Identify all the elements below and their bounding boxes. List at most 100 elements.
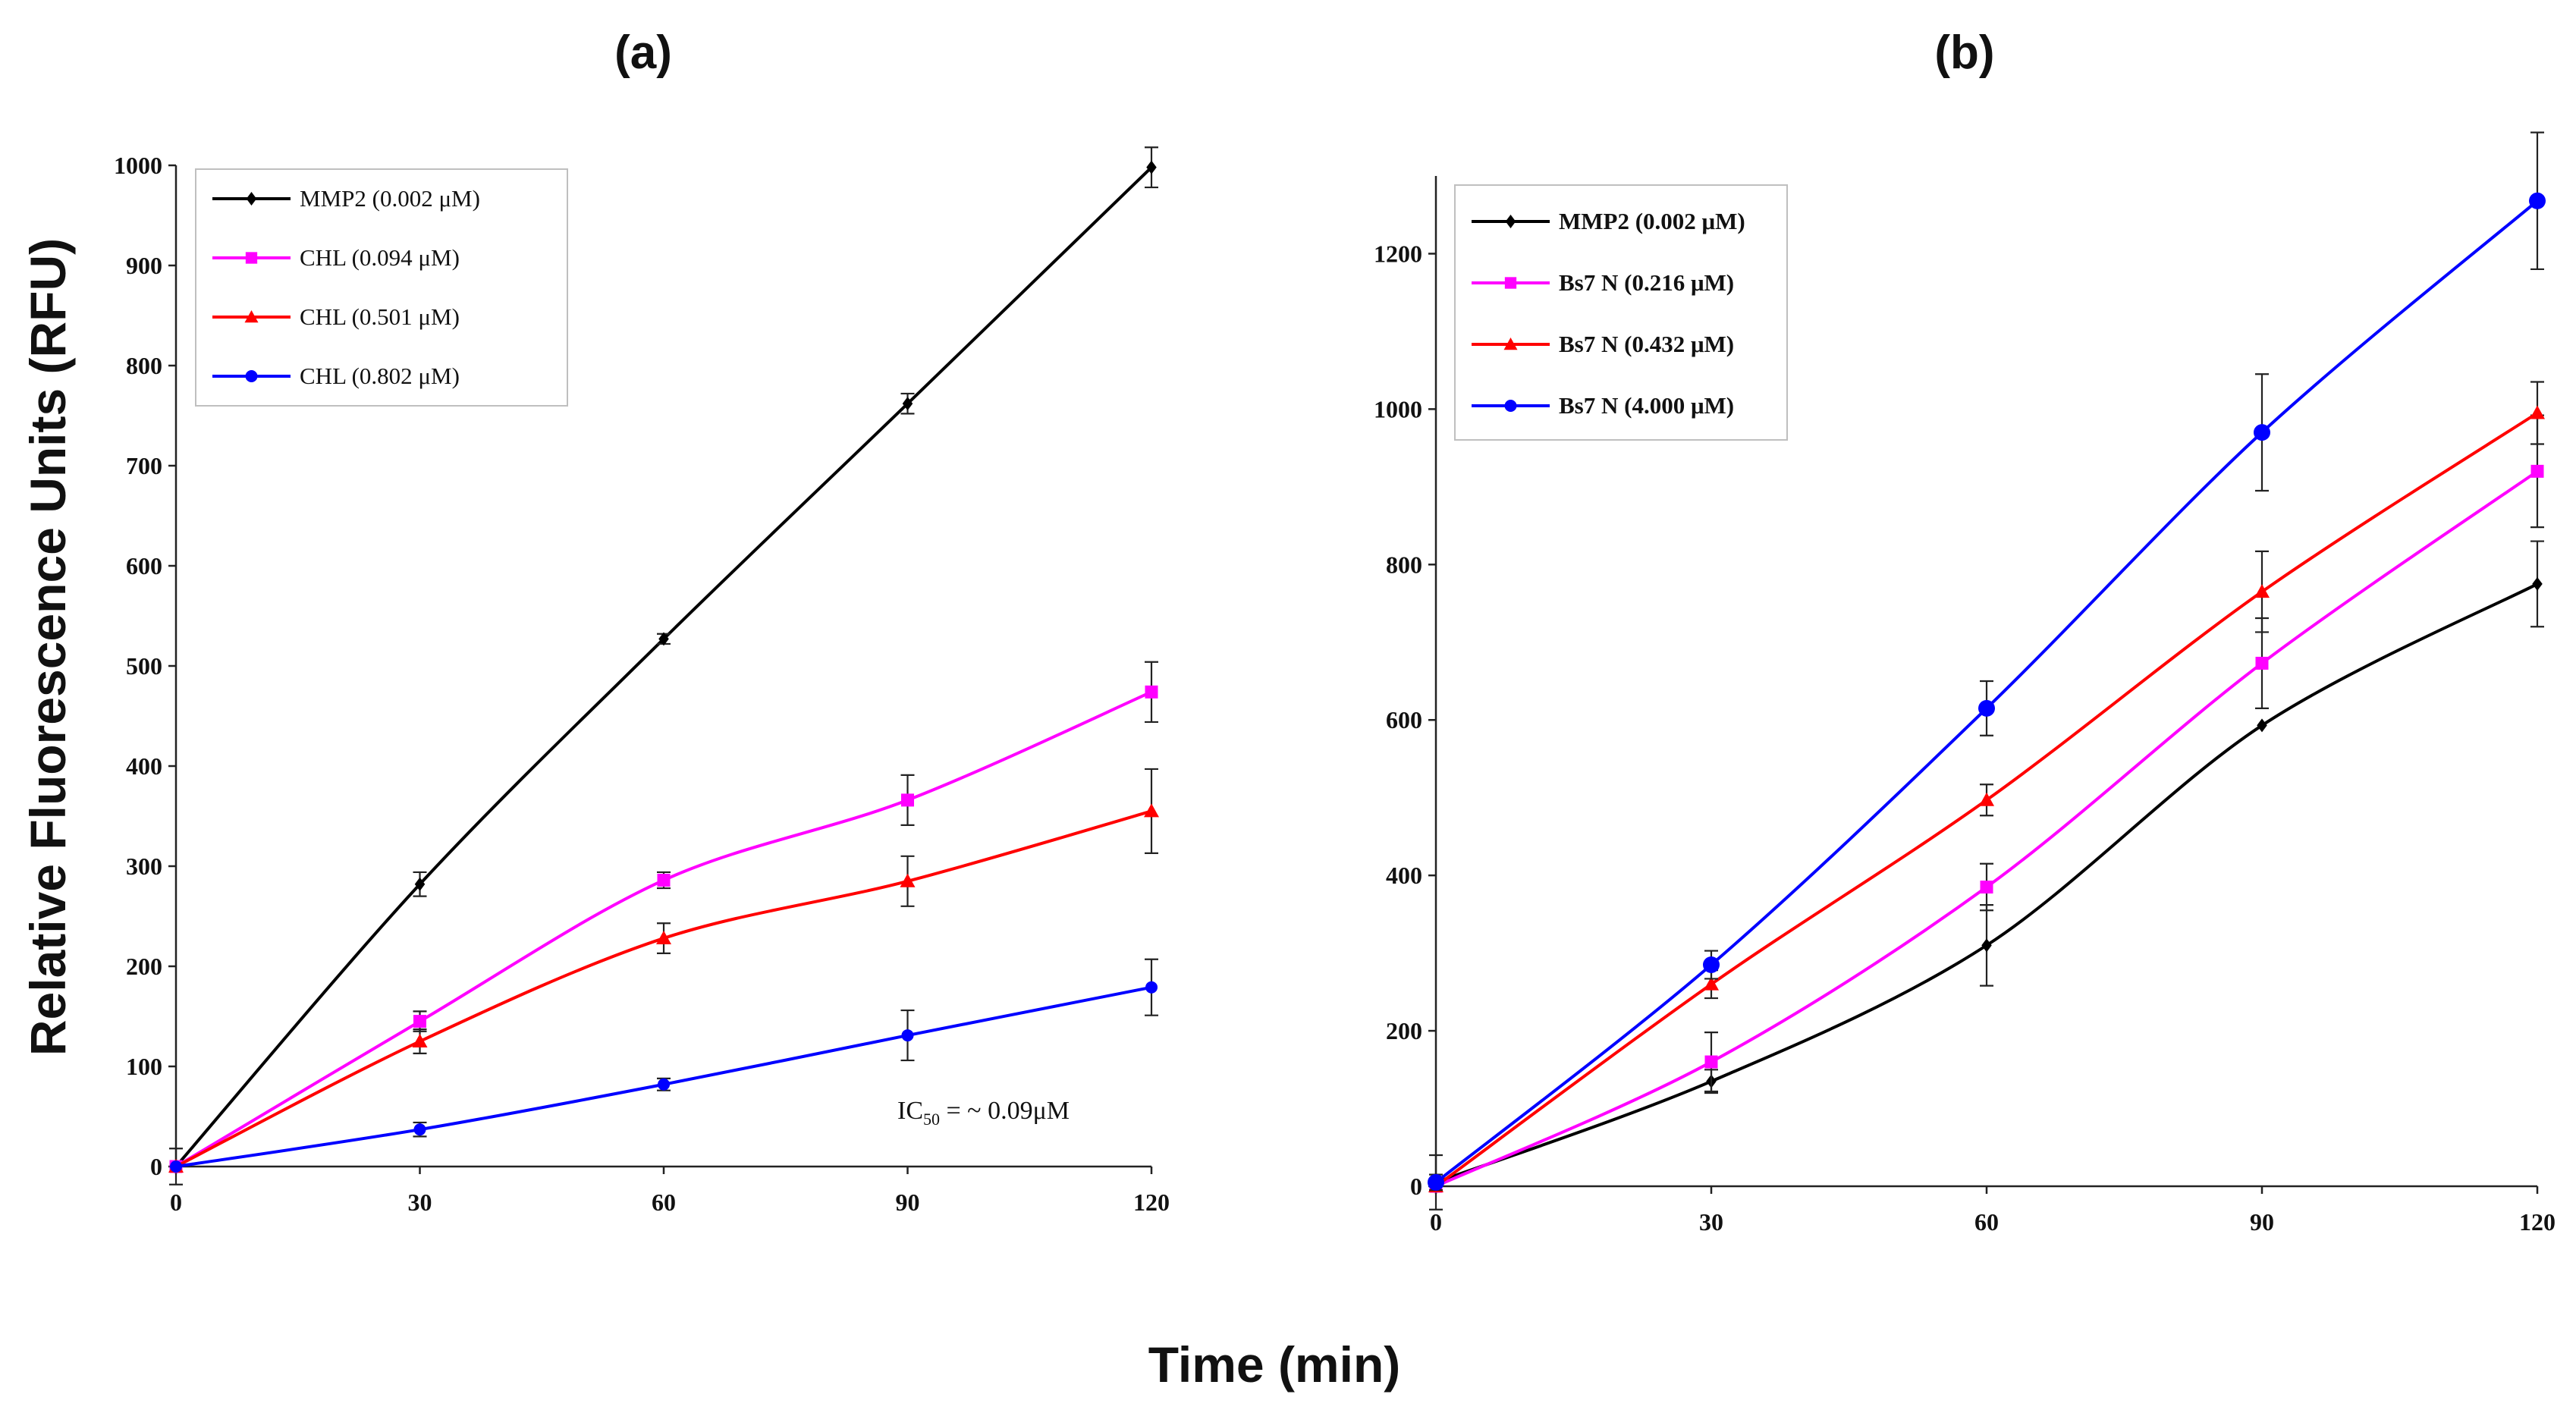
panel-b-data-point [1981,938,1992,953]
panel-a-y-tick-label: 100 [126,1053,162,1080]
panel-b-data-point [2257,718,2267,733]
panel-b-legend-marker [1504,400,1517,412]
chart-panel-a: (a) 0 100 200 300 400 500 600 700 800 900 1000 0 30 6… [114,27,1170,1216]
panel-b-data-point [2254,584,2270,598]
panel-a-legend-marker [244,310,259,323]
panel-a-x-tick-label: 60 [652,1189,676,1216]
panel-a-legend-marker [245,370,258,382]
panel-b-data-point [2254,424,2270,441]
panel-b-legend-marker [1505,215,1516,228]
panel-b-x-tick-label: 30 [1699,1208,1723,1236]
panel-a-legend-label: MMP2 (0.002 μM) [300,185,480,212]
panel-a-y-tick-label: 0 [150,1153,162,1180]
panel-b-y-tick-label: 200 [1386,1017,1422,1044]
panel-a-data-point [1146,160,1157,174]
panel-a-y-tick-label: 300 [126,853,162,880]
panel-b-legend-label: Bs7 N (0.432 μM) [1559,331,1734,357]
panel-a-y-tick-label: 900 [126,252,162,279]
panel-b-legend-label: Bs7 N (4.000 μM) [1559,392,1734,419]
panel-a-legend-label: CHL (0.501 μM) [300,303,460,330]
panel-b-data-point [1704,1055,1718,1069]
panel-b-y-tick-label: 1000 [1374,395,1422,422]
panel-b-data-point [1704,976,1719,991]
panel-b-axes: 0 200 400 600 800 1000 1200 0 30 60 90 120 [1374,176,2556,1236]
panel-a-data-point [1144,803,1159,818]
panel-b-data-point [2530,405,2545,419]
panel-a-data-point [902,397,913,411]
panel-a-data-point [901,1029,914,1042]
panel-a-series-3 [170,958,1158,1173]
panel-a-series-0 [169,146,1158,1185]
panel-b-legend-marker [1504,277,1517,289]
panel-b-legend: MMP2 (0.002 μM) Bs7 N (0.216 μM) Bs7 N (0.… [1454,184,1788,441]
panel-a-x-tick-label: 120 [1133,1189,1170,1216]
panel-b-y-tick-label: 800 [1386,551,1422,578]
y-axis-label: Relative Fluorescence Units (RFU) [20,238,76,1056]
chart-panel-b: (b) 0 200 400 600 800 1000 1200 0 30 60 90 120 MMP2… [1374,27,2556,1236]
panel-b-data-point [2529,192,2546,209]
panel-a-data-point [412,1034,428,1047]
panel-b-data-point [1978,699,1995,717]
panel-a-x-tick-label: 30 [408,1189,432,1216]
panel-a-y-tick-label: 700 [126,452,162,479]
panel-a-legend-label: CHL (0.802 μM) [300,363,460,389]
panel-b-x-tick-label: 120 [2519,1208,2556,1236]
panel-b-series-2 [1428,381,2545,1192]
panel-a-data-point [414,877,426,891]
panel-b-legend-label: MMP2 (0.002 μM) [1559,208,1745,234]
panel-a-legend-marker [245,252,258,264]
panel-a-data-point [657,873,671,887]
panel-b-series [1428,131,2546,1211]
panel-b-y-tick-label: 0 [1410,1173,1422,1200]
panel-a-axes: 0 100 200 300 400 500 600 700 800 900 1000 0 30 60 90 1… [114,152,1170,1216]
panel-a-series [168,146,1159,1185]
panel-a-series-1 [169,661,1158,1173]
panel-a-legend-box [195,168,568,407]
panel-a-y-tick-label: 500 [126,652,162,680]
panel-a-legend-marker [246,192,257,206]
panel-a-data-point [900,873,916,887]
panel-a-series-line [175,985,1152,1168]
panel-b-data-point [1980,881,1993,894]
panel-a-legend: MMP2 (0.002 μM) CHL (0.094 μM) CHL (0.501 … [195,168,568,407]
panel-b-x-tick-label: 0 [1430,1208,1442,1236]
panel-a-title: (a) [614,27,672,79]
panel-b-legend-marker [1503,338,1518,350]
panel-b-data-point [2530,464,2544,478]
panel-b-data-point [2255,656,2269,670]
panel-b-legend-label: Bs7 N (0.216 μM) [1559,269,1734,296]
panel-a-data-point [901,793,914,807]
panel-b-x-tick-label: 90 [2250,1208,2274,1236]
ic50-annotation: IC50 = ~ 0.09μM [897,1097,1070,1129]
panel-b-title: (b) [1934,27,1994,79]
panel-a-y-tick-label: 200 [126,953,162,980]
panel-a-x-tick-label: 0 [170,1189,182,1216]
panel-b-x-tick-label: 60 [1974,1208,1999,1236]
panel-a-data-point [656,931,671,945]
panel-a-data-point [1145,981,1158,994]
panel-a-data-point [170,1160,182,1173]
x-axis-label: Time (min) [1148,1336,1400,1393]
panel-b-data-point [1428,1173,1444,1191]
panel-b-series-3 [1428,131,2546,1192]
panel-a-data-point [658,1078,670,1091]
panel-b-y-tick-label: 600 [1386,706,1422,733]
panel-a-y-tick-label: 800 [126,352,162,379]
panel-b-y-tick-label: 1200 [1374,240,1422,267]
panel-a-y-tick-label: 600 [126,552,162,579]
panel-b-data-point [1703,956,1720,973]
panel-a-legend-label: CHL (0.094 μM) [300,244,460,271]
panel-b-series-line [1435,469,2539,1188]
panel-a-data-point [413,1015,426,1028]
panel-a-y-tick-label: 400 [126,752,162,780]
panel-b-y-tick-label: 400 [1386,862,1422,889]
ic50-annotation-rest: = ~ 0.09μM [940,1097,1070,1125]
ic50-annotation-main: IC [897,1097,923,1125]
panel-a-data-point [413,1123,426,1136]
panel-a-data-point [658,632,669,646]
panel-a-data-point [1145,685,1158,699]
panel-a-y-tick-label: 1000 [114,152,162,179]
ic50-annotation-sub: 50 [923,1110,940,1129]
panel-b-data-point [1979,792,1994,806]
panel-b-data-point [2532,576,2543,591]
